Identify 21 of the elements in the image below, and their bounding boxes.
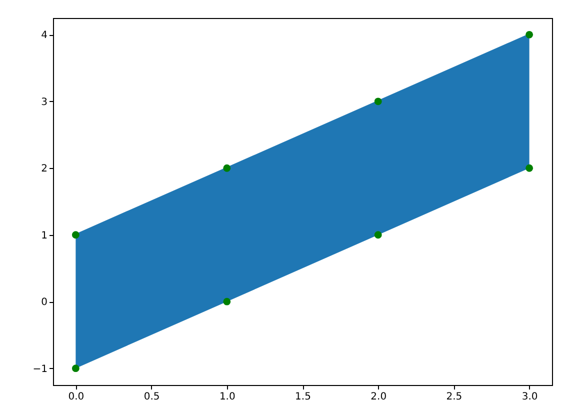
point: [526, 30, 534, 38]
y-tick-label: 4: [41, 30, 48, 42]
point: [374, 231, 382, 239]
y-tick-label: −1: [32, 364, 48, 375]
point: [72, 364, 80, 372]
y-tick-label: 3: [41, 96, 48, 108]
point: [526, 164, 534, 172]
point: [72, 231, 80, 239]
x-tick-label: 2.0: [370, 392, 387, 402]
x-tick-label: 0.0: [68, 392, 84, 402]
x-tick-label: 3.0: [522, 392, 538, 402]
x-tick-label: 0.5: [144, 392, 160, 402]
point: [374, 98, 382, 106]
x-tick-label: 2.5: [446, 392, 462, 402]
y-tick-label: 2: [41, 164, 48, 175]
y-tick-label: 1: [41, 230, 48, 242]
x-tick-label: 1.5: [295, 392, 311, 402]
point: [223, 298, 231, 306]
x-tick-label: 1.0: [219, 392, 236, 402]
point: [223, 164, 231, 172]
y-tick-label: 0: [41, 297, 48, 308]
